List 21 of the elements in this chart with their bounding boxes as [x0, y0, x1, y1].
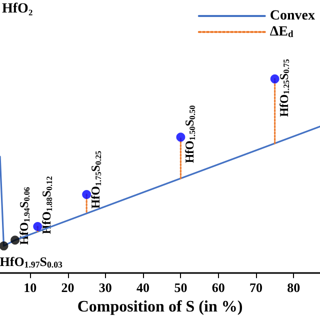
x-tick-label: 20: [61, 280, 74, 296]
x-tick-label: 80: [287, 280, 300, 296]
point: [33, 222, 42, 231]
legend-label: Convex: [270, 8, 316, 24]
x-axis-title: Composition of S (in %): [77, 298, 243, 316]
point: [82, 190, 92, 199]
x-tick-label: 40: [136, 280, 150, 296]
annotation: HfO1.50S0.50: [182, 105, 197, 164]
annotation: HfO1.97S0.03: [0, 254, 64, 270]
annotation: HfO1.25S0.75: [276, 59, 292, 117]
x-tick-label: 10: [24, 280, 37, 296]
point: [10, 236, 20, 245]
point: [0, 241, 8, 250]
x-tick-label: 30: [98, 280, 112, 296]
point: [270, 74, 280, 84]
point: [176, 132, 186, 142]
text: HfO₂: [2, 2, 33, 16]
x-tick-label: 50: [174, 280, 188, 296]
x-tick-label: 60: [212, 280, 225, 296]
x-tick-label: 70: [250, 280, 262, 296]
annotation: HfO1.75S0.25: [88, 150, 103, 209]
